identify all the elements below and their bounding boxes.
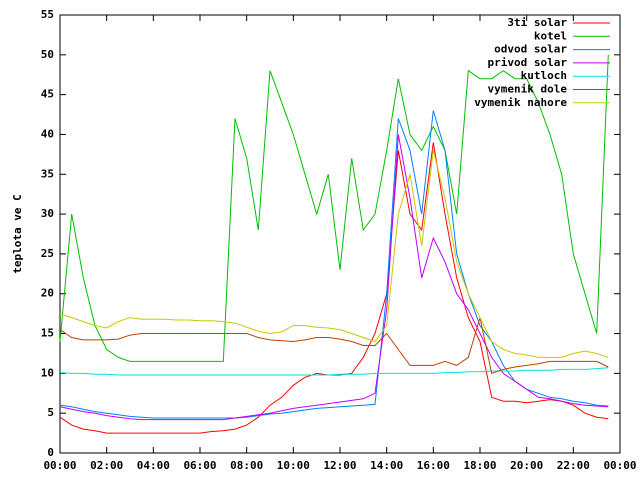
series-line	[59, 150, 609, 358]
series-line	[59, 367, 609, 376]
y-axis-label: teplota ve C	[11, 194, 24, 273]
x-tick-label: 18:00	[463, 459, 496, 472]
x-tick-label: 20:00	[510, 459, 543, 472]
x-tick-label: 08:00	[230, 459, 263, 472]
y-tick-label: 0	[47, 446, 54, 459]
x-tick-label: 14:00	[370, 459, 403, 472]
y-tick-label: 50	[41, 48, 54, 61]
series-line	[59, 317, 609, 375]
legend-label: kotel	[534, 29, 567, 42]
legend-label: vymenik nahore	[474, 96, 567, 109]
series-line	[59, 54, 609, 362]
y-tick-label: 15	[41, 327, 54, 340]
series-line	[59, 134, 609, 421]
y-tick-label: 35	[41, 167, 54, 180]
plot-border	[59, 14, 621, 454]
x-tick-label: 12:00	[323, 459, 356, 472]
y-tick-label: 25	[41, 247, 54, 260]
legend-label: kutloch	[521, 69, 567, 82]
y-tick-label: 45	[41, 88, 54, 101]
y-tick-label: 10	[41, 366, 54, 379]
y-tick-label: 20	[41, 287, 54, 300]
y-tick-label: 40	[41, 127, 54, 140]
y-tick-label: 55	[41, 8, 54, 21]
x-tick-label: 04:00	[137, 459, 170, 472]
x-tick-label: 22:00	[557, 459, 590, 472]
x-tick-label: 10:00	[277, 459, 310, 472]
legend-label: 3ti solar	[507, 16, 567, 29]
y-tick-label: 30	[41, 207, 54, 220]
legend-label: privod solar	[488, 56, 568, 69]
y-tick-label: 5	[47, 406, 54, 419]
legend-label: odvod solar	[494, 43, 567, 56]
legend-label: vymenik dole	[488, 83, 568, 96]
x-tick-label: 00:00	[43, 459, 76, 472]
x-tick-label: 02:00	[90, 459, 123, 472]
x-tick-label: 06:00	[183, 459, 216, 472]
x-tick-label: 16:00	[417, 459, 450, 472]
x-tick-label: 00:00	[603, 459, 636, 472]
